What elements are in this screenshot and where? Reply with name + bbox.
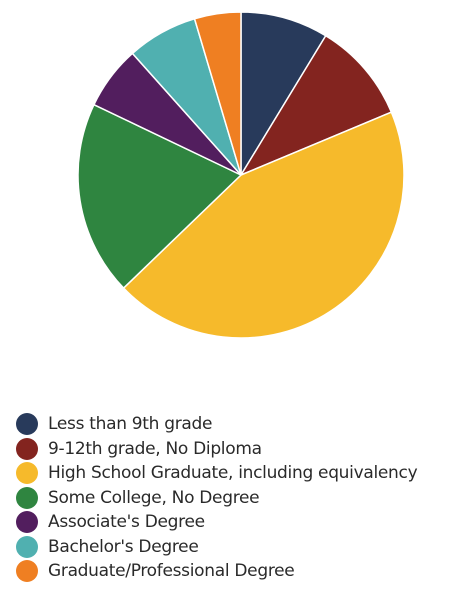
pie-slice-7 bbox=[193, 11, 242, 176]
chart-legend: Less than 9th grade 9-12th grade, No Dipl… bbox=[16, 412, 418, 584]
legend-item: High School Graduate, including equivale… bbox=[16, 461, 418, 486]
pie-slice-1 bbox=[240, 11, 327, 178]
pie-slice-4 bbox=[77, 103, 243, 290]
legend-item: Bachelor's Degree bbox=[16, 535, 417, 560]
pie-slice-3 bbox=[122, 111, 405, 339]
legend-swatch bbox=[16, 535, 38, 558]
legend-label: Bachelor's Degree bbox=[48, 536, 199, 557]
legend-item: 9-12th grade, No Diploma bbox=[16, 437, 417, 462]
legend-label: Less than 9th grade bbox=[48, 414, 213, 435]
legend-swatch bbox=[16, 511, 38, 534]
legend-item: Some College, No Degree bbox=[16, 486, 417, 511]
legend-item: Less than 9th grade bbox=[16, 412, 417, 437]
legend-swatch bbox=[16, 486, 38, 509]
legend-item: Graduate/Professional Degree bbox=[16, 559, 417, 584]
legend-swatch bbox=[16, 413, 38, 436]
legend-item: Associate's Degree bbox=[16, 510, 417, 535]
pie-slices bbox=[77, 11, 405, 339]
legend-label: 9-12th grade, No Diploma bbox=[48, 438, 262, 459]
legend-swatch bbox=[16, 437, 38, 460]
legend-swatch bbox=[16, 462, 38, 485]
pie-slice-2 bbox=[239, 34, 393, 177]
legend-label: High School Graduate, including equivale… bbox=[48, 463, 418, 484]
legend-label: Some College, No Degree bbox=[48, 487, 260, 508]
legend-label: Associate's Degree bbox=[48, 512, 205, 533]
legend-label: Graduate/Professional Degree bbox=[48, 561, 295, 582]
legend-swatch bbox=[16, 560, 38, 583]
pie-chart bbox=[77, 11, 405, 339]
